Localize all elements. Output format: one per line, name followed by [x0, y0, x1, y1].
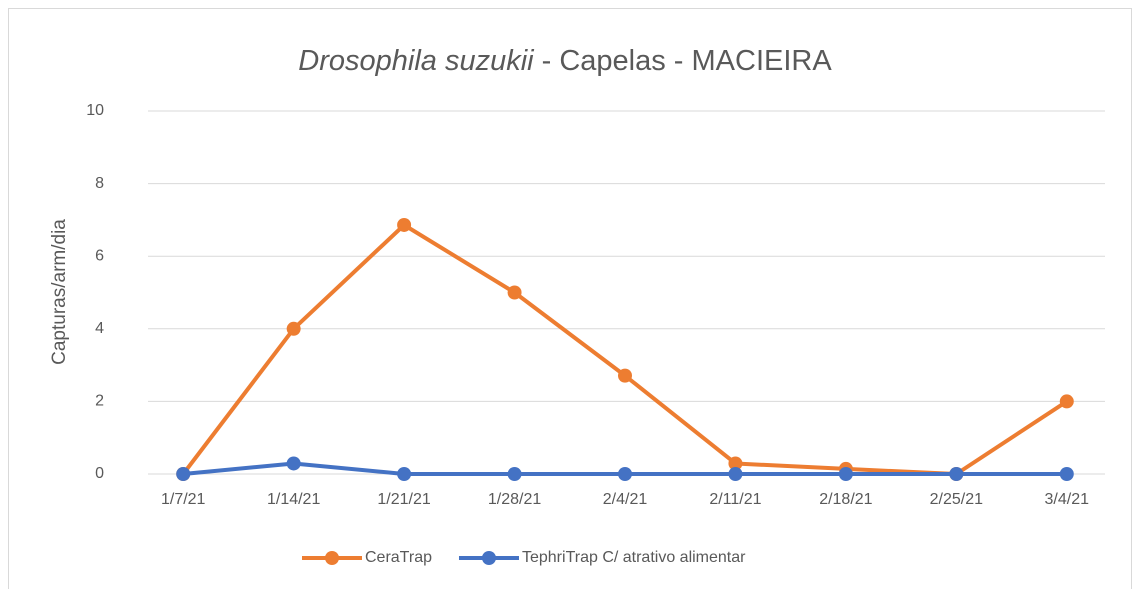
chart-title: Drosophila suzukii - Capelas - MACIEIRA: [298, 45, 832, 77]
data-point: [176, 467, 191, 481]
x-tick-label: 1/28/21: [488, 491, 541, 508]
data-point: [507, 285, 522, 300]
x-tick-label: 1/21/21: [377, 491, 430, 508]
chart-border: [8, 8, 1132, 589]
data-point: [286, 321, 301, 336]
legend-marker: [325, 551, 339, 565]
x-tick-label: 3/4/21: [1045, 491, 1090, 508]
data-point: [397, 467, 412, 481]
y-tick-label: 2: [95, 393, 104, 410]
y-tick-label: 0: [95, 465, 104, 482]
data-point: [1059, 467, 1074, 481]
y-tick-label: 4: [95, 320, 104, 337]
y-axis-title: Capturas/arm/dia: [49, 219, 70, 365]
x-tick-label: 2/11/21: [709, 491, 761, 508]
x-tick-label: 2/18/21: [819, 491, 872, 508]
x-tick-label: 1/14/21: [267, 491, 320, 508]
y-tick-label: 8: [95, 175, 104, 192]
y-tick-label: 10: [86, 102, 104, 119]
data-point: [949, 467, 964, 481]
data-point: [397, 217, 412, 232]
y-tick-label: 6: [95, 247, 104, 264]
data-point: [507, 467, 522, 481]
data-point: [1059, 394, 1074, 409]
legend-label: CeraTrap: [365, 549, 432, 566]
data-point: [618, 467, 632, 481]
legend-label: TephriTrap C/ atrativo alimentar: [522, 549, 746, 566]
data-point: [728, 456, 743, 471]
legend-marker: [481, 551, 496, 565]
data-point: [838, 467, 853, 481]
data-point: [618, 368, 632, 383]
title-rest: - Capelas - MACIEIRA: [542, 45, 833, 77]
x-tick-label: 2/25/21: [930, 491, 983, 508]
x-tick-label: 1/7/21: [161, 491, 206, 508]
data-point: [286, 456, 301, 471]
title-species: Drosophila suzukii: [298, 45, 535, 77]
x-tick-label: 2/4/21: [603, 491, 648, 508]
data-point: [728, 467, 743, 481]
